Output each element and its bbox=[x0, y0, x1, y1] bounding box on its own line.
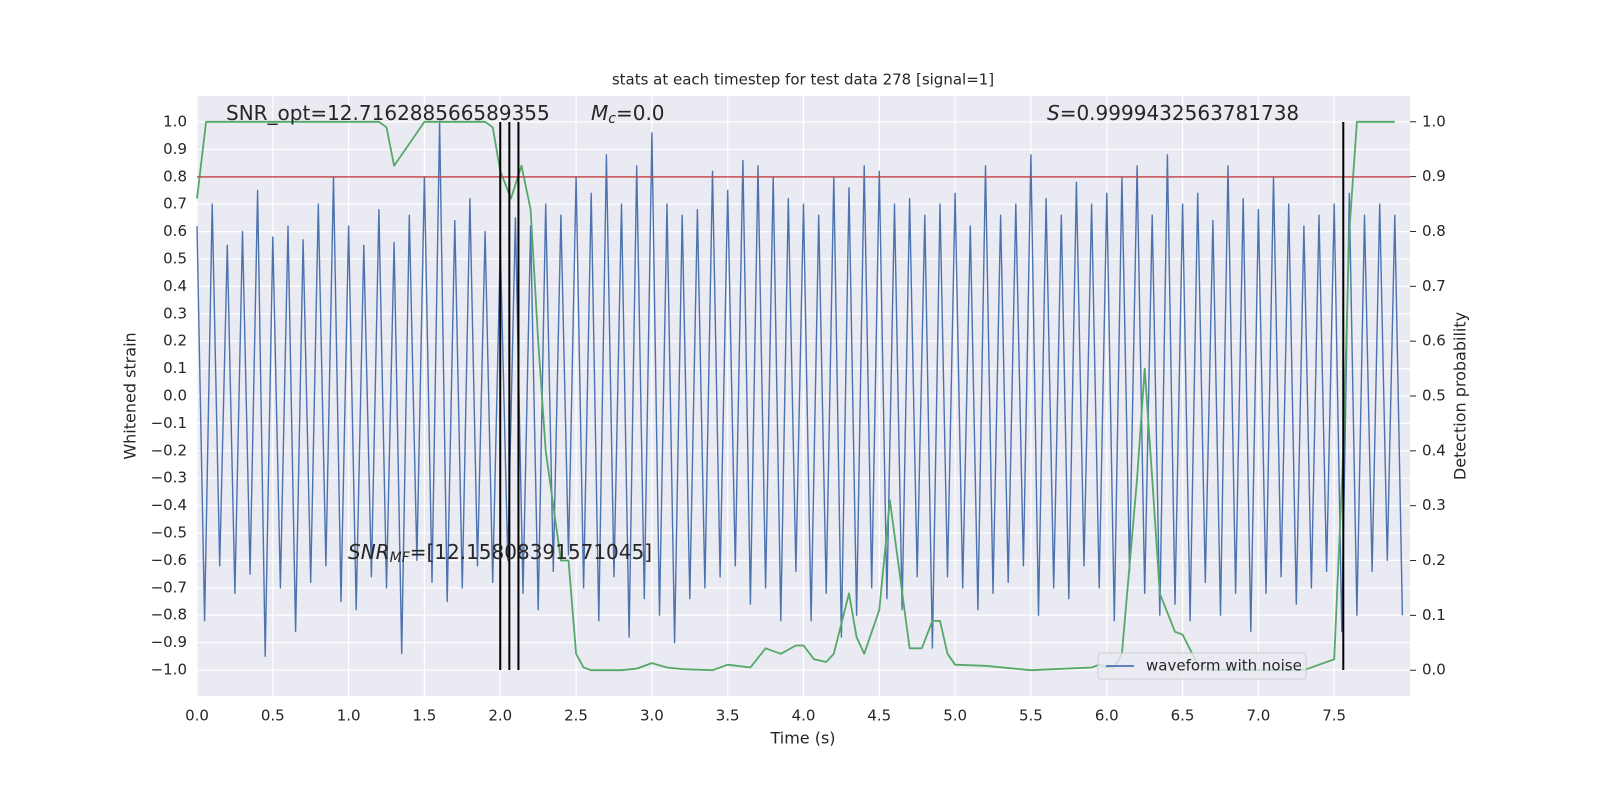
y2-tick-label: 1.0 bbox=[1422, 112, 1446, 130]
y-tick-label: 0.7 bbox=[163, 195, 187, 213]
x-tick-label: 3.5 bbox=[716, 707, 740, 725]
annotation: SNR_opt=12.716288566589355 bbox=[226, 101, 550, 125]
annotation: SNRMF=[12.15808391571045] bbox=[348, 540, 652, 567]
x-tick-label: 0.0 bbox=[185, 707, 209, 725]
y2-tick-label: 0.6 bbox=[1422, 332, 1446, 350]
y-tick-label: 0.3 bbox=[163, 304, 187, 322]
y2-tick-label: 0.2 bbox=[1422, 551, 1446, 569]
y-tick-label: 0.1 bbox=[163, 359, 187, 377]
x-tick-label: 2.5 bbox=[564, 707, 588, 725]
annotation-main: M bbox=[591, 101, 608, 125]
y-tick-label: −0.9 bbox=[151, 633, 187, 651]
annotation-rest: =[12.15808391571045] bbox=[410, 540, 652, 564]
y-tick-label: −1.0 bbox=[151, 660, 187, 678]
annotation: S=0.9999432563781738 bbox=[1047, 101, 1299, 125]
annotation: Mc=0.0 bbox=[591, 101, 665, 128]
x-tick-label: 7.5 bbox=[1322, 707, 1346, 725]
y-tick-label: 0.8 bbox=[163, 167, 187, 185]
y2-tick-label: 0.4 bbox=[1422, 441, 1446, 459]
y2-tick-label: 0.3 bbox=[1422, 496, 1446, 514]
y-tick-label: −0.2 bbox=[151, 441, 187, 459]
y-tick-label: 0.9 bbox=[163, 140, 187, 158]
x-tick-label: 6.5 bbox=[1171, 707, 1195, 725]
y-tick-label: −0.3 bbox=[151, 469, 187, 487]
x-tick-label: 2.0 bbox=[488, 707, 512, 725]
y-tick-label: −0.8 bbox=[151, 606, 187, 624]
x-tick-label: 4.5 bbox=[867, 707, 891, 725]
y-tick-label: −0.4 bbox=[151, 496, 187, 514]
x-tick-label: 3.0 bbox=[640, 707, 664, 725]
annotation-main: SNR bbox=[348, 540, 390, 564]
y-tick-label: 0.2 bbox=[163, 332, 187, 350]
x-tick-label: 1.0 bbox=[337, 707, 361, 725]
legend-label: waveform with noise bbox=[1146, 657, 1302, 675]
x-tick-label: 7.0 bbox=[1246, 707, 1270, 725]
annotation-main: SNR_opt=12.716288566589355 bbox=[226, 101, 550, 125]
y2-tick-label: 0.0 bbox=[1422, 661, 1446, 679]
y2-tick-label: 0.7 bbox=[1422, 277, 1446, 295]
legend-box bbox=[1097, 652, 1307, 680]
annotation-sub: MF bbox=[390, 550, 411, 566]
y2-tick-label: 0.1 bbox=[1422, 606, 1446, 624]
x-axis-label: Time (s) bbox=[769, 729, 835, 748]
x-tick-label: 1.5 bbox=[413, 707, 437, 725]
y-tick-label: 0.4 bbox=[163, 277, 187, 295]
y2-tick-label: 0.8 bbox=[1422, 222, 1446, 240]
annotation-rest: =0.9999432563781738 bbox=[1060, 101, 1299, 125]
x-tick-label: 6.0 bbox=[1095, 707, 1119, 725]
y2-tick-label: 0.9 bbox=[1422, 167, 1446, 185]
y-tick-label: −0.7 bbox=[151, 578, 187, 596]
y2-tick-label: 0.5 bbox=[1422, 387, 1446, 405]
chart-title: stats at each timestep for test data 278… bbox=[612, 71, 994, 89]
x-tick-label: 5.5 bbox=[1019, 707, 1043, 725]
x-tick-label: 0.5 bbox=[261, 707, 285, 725]
y-tick-label: −0.6 bbox=[151, 551, 187, 569]
series-line bbox=[196, 120, 1395, 672]
y-tick-label: 0.0 bbox=[163, 387, 187, 405]
annotation-rest: =0.0 bbox=[616, 101, 665, 125]
y-tick-label: 0.6 bbox=[163, 222, 187, 240]
y2-axis-label: Detection probability bbox=[1451, 312, 1470, 480]
y-tick-label: −0.1 bbox=[151, 414, 187, 432]
annotation-main: S bbox=[1047, 101, 1060, 125]
x-tick-label: 5.0 bbox=[943, 707, 967, 725]
y-axis-label: Whitened strain bbox=[121, 332, 140, 459]
annotation-sub: c bbox=[608, 111, 616, 127]
y-tick-label: −0.5 bbox=[151, 523, 187, 541]
x-tick-label: 4.0 bbox=[792, 707, 816, 725]
series-line bbox=[196, 121, 1404, 657]
y-tick-label: 0.5 bbox=[163, 250, 187, 268]
y-tick-label: 1.0 bbox=[163, 113, 187, 131]
